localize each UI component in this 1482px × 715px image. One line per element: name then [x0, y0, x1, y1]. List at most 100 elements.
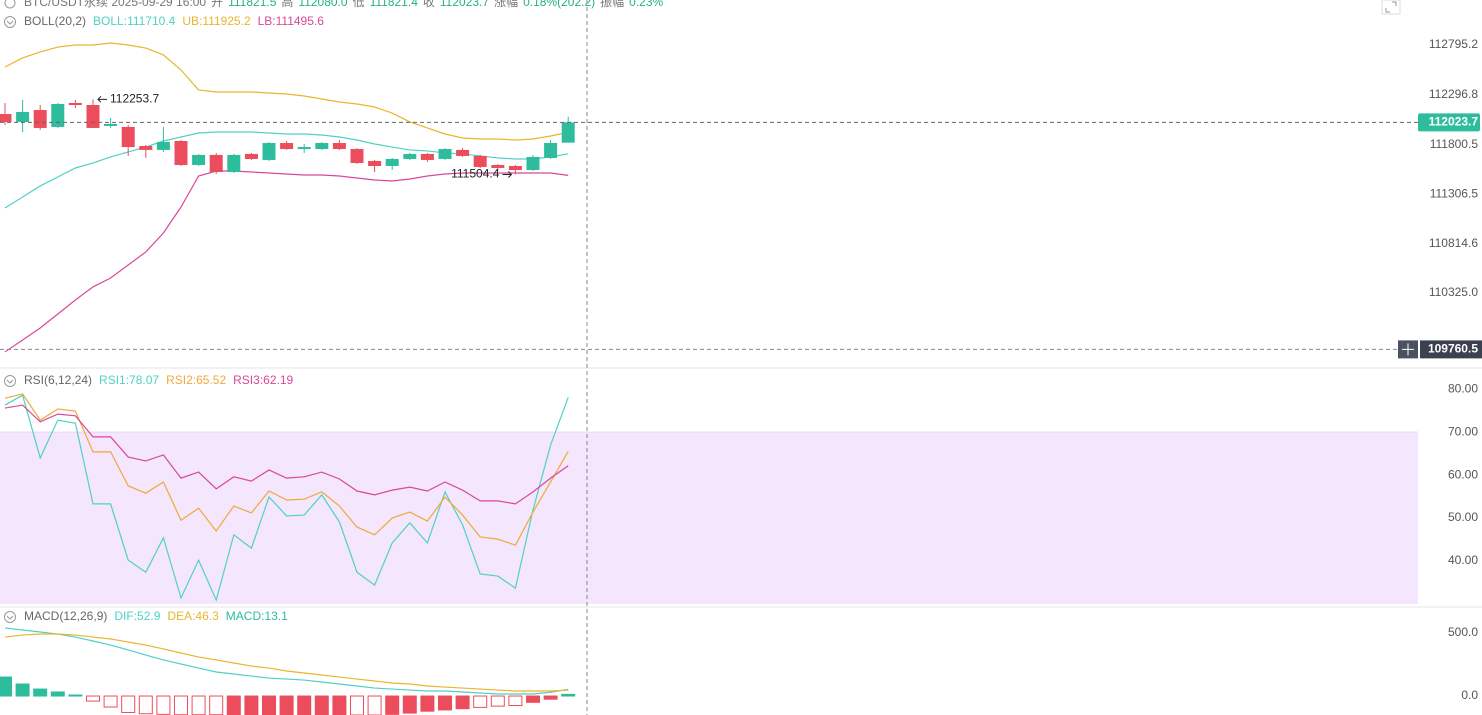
macd-bar [174, 695, 188, 715]
candle-body [526, 156, 540, 170]
candle-body [33, 110, 47, 128]
candle-body [209, 154, 223, 173]
candle-body [174, 141, 188, 165]
candle-body [227, 154, 241, 173]
rsi-band [0, 432, 1418, 604]
indicator-label: MACD(12,26,9) [24, 609, 107, 623]
header-item: 0.23% [629, 0, 663, 9]
candle-body [332, 143, 346, 150]
legend-entry: RSI1:78.07 [99, 373, 159, 387]
fullscreen-button[interactable] [1381, 0, 1401, 15]
collapse-icon[interactable] [4, 375, 16, 387]
header-item: 收 [423, 0, 435, 9]
macd-bar [156, 695, 171, 715]
macd-bar [191, 695, 206, 715]
macd-bar [0, 676, 12, 697]
collapse-icon[interactable] [4, 611, 16, 623]
macd-bar [262, 695, 276, 715]
y-tick-label: 40.00 [1448, 553, 1478, 567]
candle-body [350, 149, 364, 163]
y-tick-label: 111306.5 [1430, 186, 1479, 200]
y-tick-label: 110325.0 [1429, 285, 1478, 299]
macd-bar [473, 695, 488, 708]
candle-body [456, 149, 470, 156]
legend-entry: DEA:46.3 [167, 609, 219, 623]
header-item: 振幅 [600, 0, 624, 9]
candle-body [368, 160, 382, 166]
header-item: 涨幅 [494, 0, 518, 9]
max-label: 112253.7 [110, 91, 159, 105]
y-tick-label: 112296.8 [1429, 87, 1478, 101]
indicator-label: BOLL(20,2) [24, 14, 86, 28]
legend-entry: RSI2:65.52 [166, 373, 226, 387]
macd-bar [402, 695, 417, 714]
macd-bar [209, 695, 224, 715]
candle-body [315, 143, 329, 150]
macd-bar [33, 688, 48, 697]
legend-entry: LB:111495.6 [258, 14, 325, 28]
indicator-line [4, 394, 569, 602]
candle-body [86, 105, 100, 128]
macd-bar [350, 695, 364, 715]
header-item: 开 [211, 0, 223, 9]
collapse-icon[interactable] [4, 16, 16, 28]
last-price-label: 112023.7 [1429, 115, 1479, 129]
header-item: 111821.5 [228, 0, 277, 9]
overlay: 112023.7 109760.5 [0, 113, 1482, 359]
plus-icon [1402, 343, 1414, 356]
macd-bar [526, 695, 540, 703]
indicator-line [4, 404, 569, 505]
indicator-line [4, 42, 569, 141]
macd-bar [508, 695, 523, 707]
macd-bar [332, 695, 347, 715]
macd-bar [226, 695, 241, 715]
y-tick-label: 110814.6 [1429, 236, 1478, 250]
y-tick-label: 60.00 [1448, 467, 1478, 481]
y-tick-label: 0.0 [1461, 688, 1478, 702]
candle-body [297, 147, 311, 150]
candle-body [508, 165, 522, 170]
y-tick-label: 70.00 [1448, 424, 1478, 438]
collapse-icon[interactable] [4, 0, 16, 9]
macd-bar [279, 695, 294, 715]
macd-bar [455, 695, 470, 710]
candle-body [561, 122, 575, 143]
candle-body [420, 153, 434, 160]
header-item: 0.18%(202.2) [523, 0, 595, 9]
macd-bar [543, 695, 558, 700]
macd-bar [297, 695, 312, 715]
candle-body [104, 123, 118, 126]
macd-bar [438, 695, 452, 711]
candle-body [192, 154, 206, 165]
candle-body [544, 143, 558, 158]
chevron [6, 615, 14, 620]
candle-body [403, 153, 417, 159]
indicator-line [4, 633, 569, 692]
y-tick-label: 111800.5 [1430, 137, 1479, 151]
max-arrow [97, 95, 107, 103]
min-label: 111504.4 [451, 167, 500, 181]
macd-bar [86, 695, 100, 702]
candle-body [156, 142, 170, 150]
candle-body [244, 153, 258, 159]
macd-bar [103, 695, 118, 708]
macd-bar [50, 691, 65, 697]
y-tick-label: 500.0 [1448, 625, 1478, 639]
macd-bar [121, 695, 136, 713]
y-tick-label: 80.00 [1448, 381, 1478, 395]
macd-bar [367, 695, 382, 715]
y-tick-label: 50.00 [1448, 510, 1478, 524]
y-tick-label: 112795.2 [1429, 37, 1478, 51]
candle-body [385, 158, 399, 166]
candle-body [438, 149, 452, 159]
chevron [6, 379, 14, 384]
candle-body [16, 112, 30, 122]
macd-bar [244, 695, 259, 715]
macd-bar [138, 695, 153, 715]
indicator-line [4, 393, 569, 546]
header-item: 112080.0 [298, 0, 347, 9]
last-price-tag [1418, 113, 1480, 132]
macd-bar [68, 694, 83, 697]
